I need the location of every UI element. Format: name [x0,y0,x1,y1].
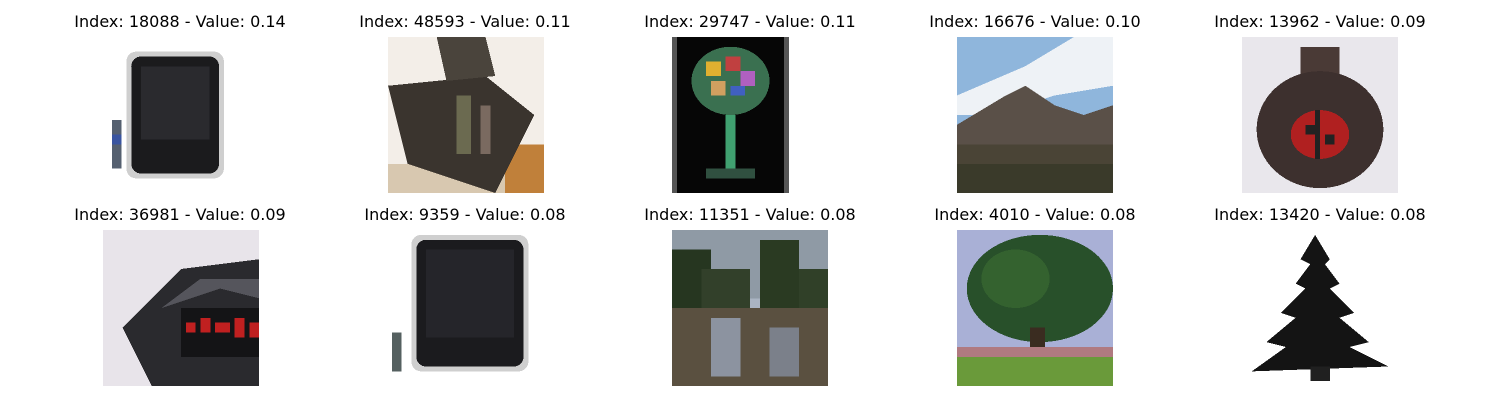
thumbnail-tv-with-remote [387,230,543,386]
thumbnail-mountain-landscape [957,37,1113,193]
image-caption: Index: 18088 - Value: 0.14 [74,12,286,31]
thumbnail-pine-tree [1242,230,1398,386]
thumbnail-colorful-lamp [672,37,828,193]
image-caption: Index: 4010 - Value: 0.08 [934,205,1136,224]
image-caption: Index: 16676 - Value: 0.10 [929,12,1141,31]
thumbnail-forest-lake [672,230,828,386]
thumbnail-tree-on-grass [957,230,1113,386]
image-caption: Index: 9359 - Value: 0.08 [364,205,566,224]
image-caption: Index: 29747 - Value: 0.11 [644,12,856,31]
thumbnail-dark-box-object [388,37,544,193]
thumbnail-digital-clock [103,230,259,386]
image-caption: Index: 11351 - Value: 0.08 [644,205,856,224]
thumbnail-ladybug-jar [1242,37,1398,193]
image-caption: Index: 13420 - Value: 0.08 [1214,205,1426,224]
thumbnail-tv-with-remote [102,37,258,193]
image-caption: Index: 36981 - Value: 0.09 [74,205,286,224]
image-caption: Index: 13962 - Value: 0.09 [1214,12,1426,31]
image-caption: Index: 48593 - Value: 0.11 [359,12,571,31]
